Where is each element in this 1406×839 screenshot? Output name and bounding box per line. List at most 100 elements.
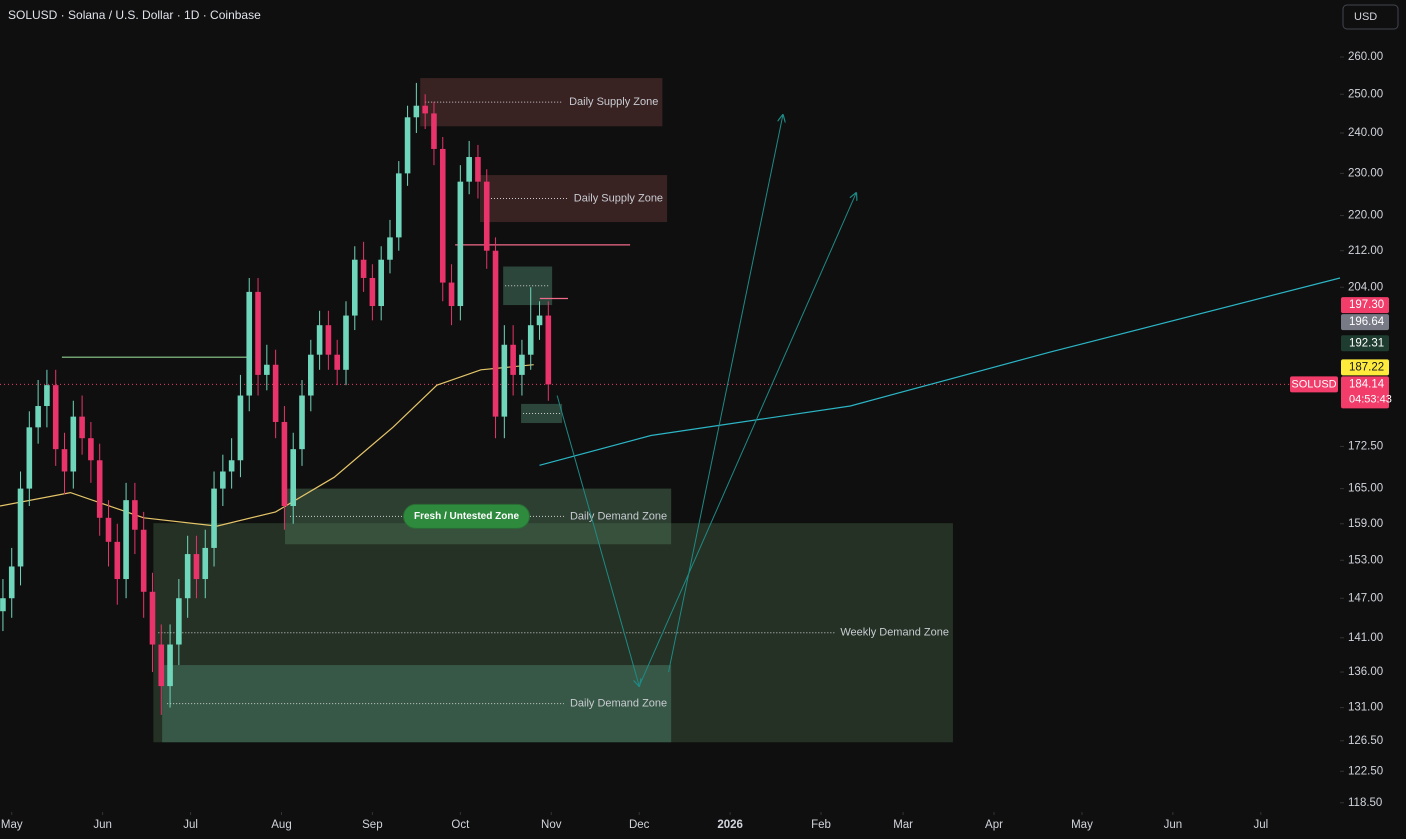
y-tick-label: 172.50 (1348, 440, 1383, 452)
y-tick-label: 165.00 (1348, 483, 1383, 495)
price-label: 197.30 (1349, 299, 1384, 311)
y-tick-label: 159.00 (1348, 518, 1383, 530)
x-tick-label: Jun (93, 819, 112, 831)
price-label: 184.14 (1349, 378, 1385, 390)
y-tick-label: 220.00 (1348, 210, 1383, 222)
candle-body (457, 181, 464, 307)
candle-body (325, 325, 332, 355)
candle-body (422, 105, 428, 114)
candle-body (501, 344, 508, 417)
candle-body (202, 547, 209, 580)
candle-body (431, 113, 437, 149)
price-label-box (1341, 314, 1389, 331)
candle-body (184, 554, 191, 599)
candle-body (52, 385, 59, 450)
y-tick-label: 147.00 (1348, 592, 1383, 604)
candle-body (61, 449, 68, 472)
price-label-box (1341, 359, 1389, 376)
currency-button-text[interactable]: USD (1354, 11, 1377, 23)
candle-body (360, 259, 367, 278)
x-tick-label: Jul (183, 819, 198, 831)
candle-body (140, 529, 147, 592)
y-tick-label: 260.00 (1348, 51, 1383, 63)
price-label: 192.31 (1349, 337, 1384, 349)
candle-body (79, 416, 85, 439)
candle-body (369, 277, 376, 307)
arrow (556, 395, 639, 687)
candle-body (395, 173, 402, 238)
candle-body (149, 591, 156, 645)
arrow (668, 115, 783, 673)
zone-badge-text: Fresh / Untested Zone (414, 511, 519, 522)
y-tick-label: 136.00 (1348, 666, 1383, 678)
candle-body (404, 117, 411, 174)
indicator-line (0, 364, 534, 527)
price-label: 196.64 (1349, 316, 1385, 328)
symbol-label: SOLUSD (1291, 378, 1336, 390)
price-label-box (1341, 376, 1389, 409)
price-countdown: 04:53:43 (1349, 393, 1392, 405)
price-label-box (1341, 297, 1389, 314)
candle-body (123, 500, 129, 580)
x-tick-label: May (1071, 819, 1093, 831)
candle-body (519, 354, 525, 375)
candle-body (211, 488, 217, 548)
y-tick-label: 153.00 (1348, 554, 1383, 566)
candle-body (167, 644, 173, 687)
y-tick-label: 126.50 (1348, 735, 1383, 747)
candle-body (281, 421, 288, 507)
candle-body (246, 291, 253, 396)
price-label: 187.22 (1349, 361, 1384, 373)
candle-body (255, 291, 261, 375)
plot-area: Weekly Demand Zone Daily Supply Zone Daily… (0, 78, 1341, 743)
x-tick-label: Apr (985, 819, 1003, 831)
y-tick-label: 230.00 (1348, 167, 1383, 179)
y-tick-label: 240.00 (1348, 127, 1383, 139)
candle-body (228, 460, 235, 472)
candle-body (272, 364, 279, 422)
candle-body (308, 354, 314, 396)
zone-label: Daily Supply Zone (569, 96, 658, 108)
candle-body (26, 427, 33, 489)
candle-body (290, 449, 297, 507)
symbol-label-box (1290, 376, 1338, 393)
x-tick-label: Oct (451, 819, 470, 831)
candle-body (8, 566, 15, 599)
y-tick-label: 212.00 (1348, 245, 1383, 257)
zone (420, 78, 663, 127)
zone (479, 175, 668, 223)
x-tick-label: Jun (1164, 819, 1183, 831)
candle-body (448, 282, 455, 307)
currency-button[interactable]: USD (1342, 4, 1399, 30)
candle-body (510, 344, 516, 375)
zone-badge (403, 503, 531, 529)
zone-label: Daily Demand Zone (570, 698, 667, 710)
y-tick-label: 204.00 (1348, 281, 1383, 293)
candle-body (492, 250, 499, 417)
candle-body (193, 554, 200, 580)
candle-body (334, 354, 340, 370)
candle-body (483, 181, 490, 251)
arrow (638, 193, 856, 687)
y-tick-label: 141.00 (1348, 632, 1383, 644)
x-tick-label: Jul (1253, 819, 1268, 831)
candle-body (0, 598, 6, 612)
candle-body (96, 460, 103, 518)
candle-body (299, 395, 305, 450)
candle-body (316, 325, 323, 355)
candle-body (158, 644, 165, 687)
candle-body (545, 315, 552, 385)
candle-body (70, 416, 77, 472)
currency-button-frame[interactable] (1342, 4, 1399, 30)
candle-body (44, 385, 50, 407)
candle-body (466, 157, 472, 182)
x-tick-label: May (1, 819, 23, 831)
candle-body (264, 364, 270, 375)
x-tick-label: Feb (811, 819, 831, 831)
zone-label: Weekly Demand Zone (840, 627, 949, 639)
x-tick-label: Aug (271, 819, 291, 831)
candle-body (132, 500, 138, 530)
candle-body (343, 315, 349, 370)
x-tick-label: Sep (362, 819, 382, 831)
